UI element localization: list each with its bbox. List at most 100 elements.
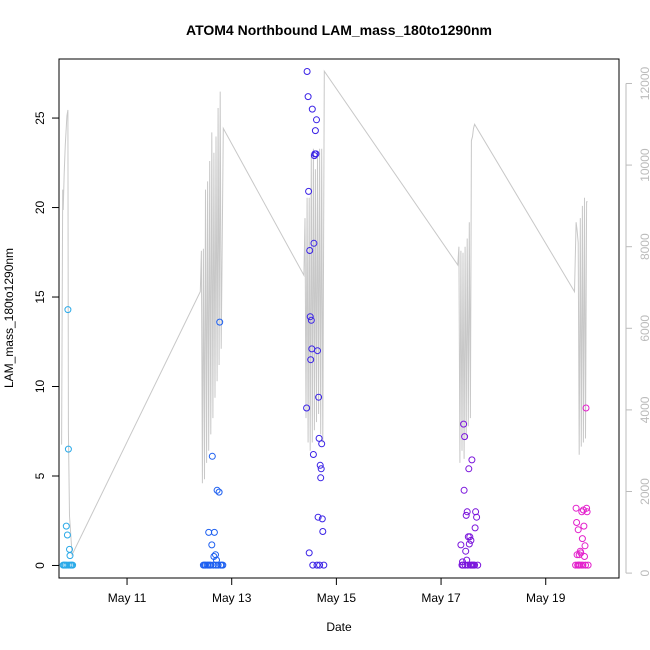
data-point-group-1	[64, 445, 72, 453]
data-point-group-4	[462, 547, 470, 555]
chart-title: ATOM4 Northbound LAM_mass_180to1290nm	[186, 22, 492, 38]
data-point-group-5	[578, 508, 586, 516]
data-point-group-3	[309, 561, 317, 569]
data-point-group-3	[316, 461, 324, 469]
x-axis: May 11 May 13 May 15 May 17 May 19	[108, 577, 566, 605]
data-point-group-5	[583, 504, 591, 512]
data-point-group-3	[318, 515, 326, 523]
data-point-group-5	[572, 504, 580, 512]
data-point-group-3	[306, 313, 314, 321]
data-point-group-3	[305, 549, 313, 557]
data-point-group-4	[468, 456, 476, 464]
data-point-group-4	[465, 540, 473, 548]
data-point-group-3	[304, 93, 312, 101]
data-point-group-2	[219, 561, 227, 569]
data-point-group-1	[69, 561, 77, 569]
data-point-group-2	[208, 541, 216, 549]
y-axis-right: 0 2000 4000 6000 8000 10000 12000	[625, 66, 650, 576]
data-point-group-3	[303, 404, 311, 412]
data-point-group-4	[463, 508, 471, 516]
data-point-group-5	[577, 549, 585, 557]
y2-tick-label: 10000	[638, 148, 650, 182]
data-point-group-4	[465, 465, 473, 473]
data-point-group-4	[471, 561, 479, 569]
data-point-group-2	[215, 488, 223, 496]
data-point-group-3	[314, 347, 321, 355]
y-axis-left: 0 5 10 15 20 25	[33, 111, 59, 569]
y-tick-label: 15	[33, 290, 47, 304]
data-point-group-3	[311, 127, 319, 135]
data-point-group-2	[213, 556, 220, 564]
x-tick-label: May 17	[421, 591, 461, 605]
data-point-group-2	[207, 561, 215, 569]
data-point-group-2	[209, 561, 217, 569]
y2-tick-label: 2000	[638, 478, 650, 505]
data-point-group-3	[306, 247, 314, 254]
x-axis-label: Date	[326, 620, 352, 634]
data-point-group-3	[318, 440, 326, 448]
data-point-group-5	[579, 561, 587, 569]
data-point-group-3	[319, 528, 327, 535]
data-point-group-3	[312, 150, 320, 158]
data-point-group-4	[460, 420, 468, 428]
y2-tick-label: 12000	[638, 66, 650, 100]
data-point-group-5	[573, 519, 581, 526]
data-point-group-3	[320, 561, 328, 569]
data-point-group-3	[314, 513, 322, 521]
data-point-group-4	[459, 561, 467, 569]
data-point-group-2	[216, 318, 224, 326]
data-point-group-3	[313, 561, 321, 569]
y-axis-label: LAM_mass_180to1290nm	[2, 248, 16, 388]
data-point-group-3	[317, 474, 325, 482]
data-point-group-5	[580, 522, 588, 530]
data-point-group-3	[309, 451, 317, 458]
x-tick-label: May 11	[108, 591, 147, 605]
data-point-group-5	[581, 542, 589, 550]
data-point-group-5	[578, 535, 586, 543]
data-point-group-2	[208, 452, 216, 460]
data-point-group-4	[460, 486, 468, 494]
data-point-group-3	[303, 68, 311, 75]
data-point-group-5	[583, 508, 591, 516]
secondary-series-layer	[61, 69, 588, 557]
data-point-group-4	[457, 541, 465, 549]
data-point-group-3	[310, 239, 318, 247]
data-point-group-4	[471, 524, 479, 532]
y-tick-label: 5	[33, 472, 47, 479]
data-point-group-3	[315, 434, 323, 442]
data-point-group-1	[66, 552, 74, 560]
data-point-group-5	[582, 404, 590, 412]
x-tick-label: May 15	[317, 591, 357, 605]
data-point-group-1	[62, 522, 70, 530]
data-point-group-3	[308, 105, 316, 113]
data-point-group-3	[313, 116, 320, 124]
data-point-group-3	[315, 393, 323, 401]
y-tick-label: 25	[33, 111, 47, 125]
data-point-group-4	[474, 561, 482, 569]
data-point-group-3	[307, 356, 315, 364]
data-point-group-4	[466, 533, 474, 541]
data-point-group-2	[210, 528, 218, 536]
secondary-series-line	[61, 69, 588, 557]
data-point-group-5	[582, 561, 589, 569]
data-point-group-3	[305, 187, 313, 195]
data-point-group-4	[467, 536, 475, 544]
data-point-group-4	[473, 513, 481, 521]
y2-tick-label: 6000	[638, 315, 650, 342]
data-point-group-2	[214, 561, 222, 569]
data-point-group-5	[584, 561, 592, 569]
data-point-group-3	[307, 316, 315, 324]
y-tick-label: 20	[33, 201, 47, 215]
y-tick-label: 0	[33, 562, 47, 569]
data-point-group-2	[213, 486, 221, 494]
data-point-group-4	[461, 433, 469, 441]
data-point-group-1	[63, 531, 71, 539]
data-point-group-1	[64, 306, 72, 314]
data-point-group-5	[581, 553, 588, 560]
y2-tick-label: 0	[638, 569, 650, 576]
data-point-group-5	[574, 526, 582, 534]
data-point-group-3	[317, 465, 325, 473]
